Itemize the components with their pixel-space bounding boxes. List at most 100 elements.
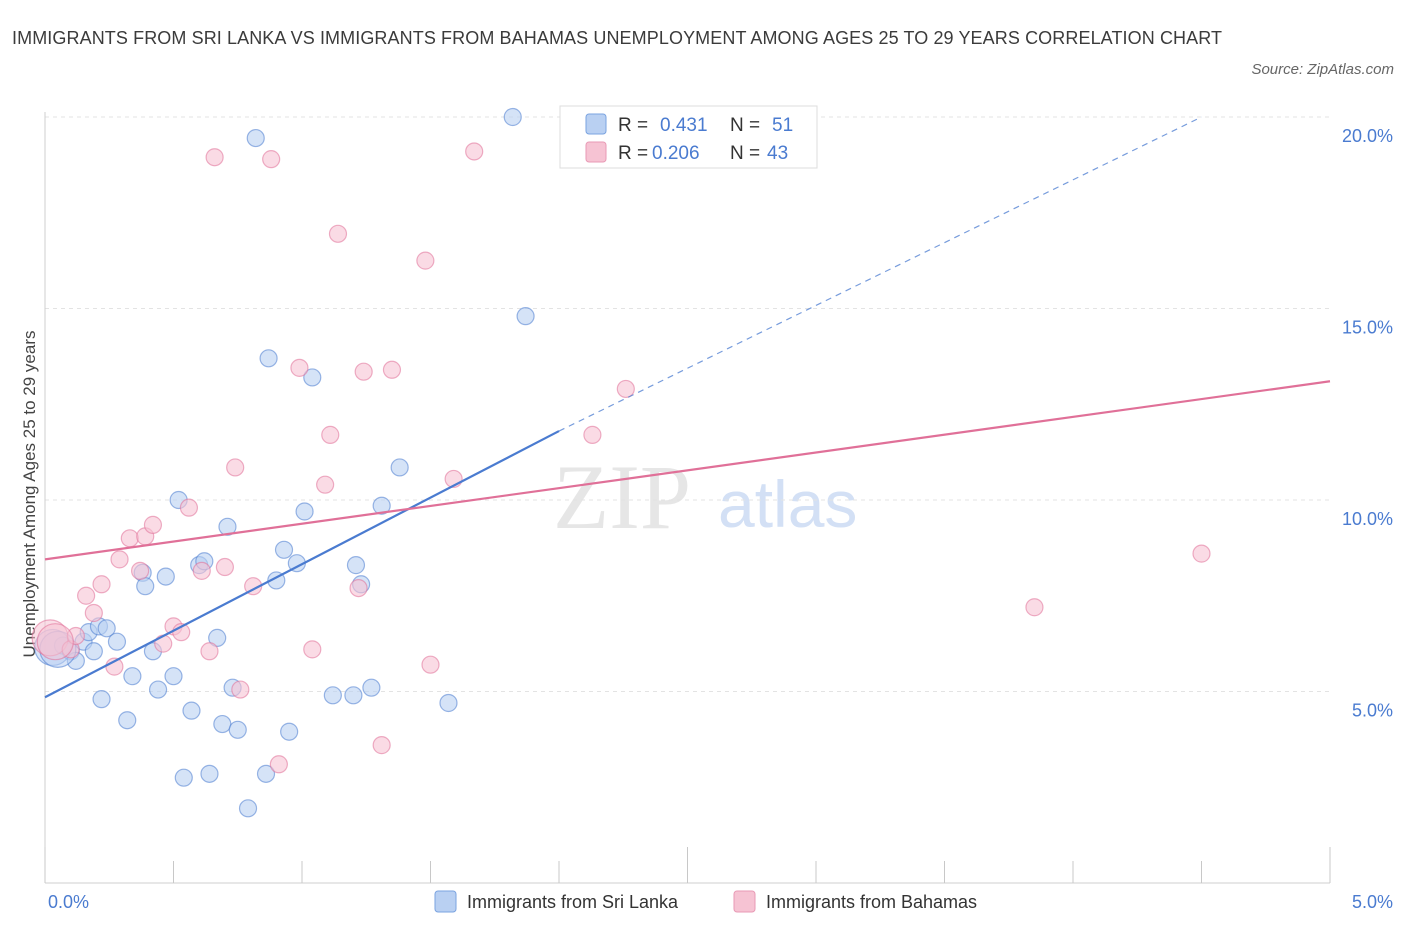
data-point-bahamas <box>354 362 373 381</box>
data-point-bahamas <box>200 642 219 661</box>
data-point-sri-lanka <box>118 711 137 730</box>
data-point-bahamas <box>215 557 234 577</box>
data-point-sri-lanka <box>256 764 276 783</box>
source-label: Source: ZipAtlas.com <box>1251 61 1394 78</box>
watermark-atlas: atlas <box>718 467 857 541</box>
data-point-sri-lanka <box>372 496 391 515</box>
data-point-bahamas <box>616 379 635 399</box>
bottom-legend-swatch-bahamas <box>733 890 756 913</box>
data-point-sri-lanka <box>218 517 237 536</box>
bottom-legend-swatch-sri-lanka <box>434 890 457 913</box>
data-point-bahamas <box>179 498 199 517</box>
axes <box>44 112 1331 884</box>
y-tick-label: 5.0% <box>1352 701 1393 721</box>
data-point-sri-lanka <box>295 502 314 521</box>
legend-r-label-1: R = <box>618 115 648 136</box>
data-point-sri-lanka <box>439 693 458 713</box>
series-legend: Immigrants from Sri Lanka Immigrants fro… <box>434 890 977 913</box>
trend-line-bahamas <box>44 380 1331 561</box>
data-point-bahamas <box>110 550 129 569</box>
data-point-bahamas <box>372 736 391 755</box>
data-point-bahamas <box>269 755 288 774</box>
stats-legend: R = 0.431 N = 51 R = 0.206 N = 43 <box>559 105 818 169</box>
data-point-sri-lanka <box>123 667 142 686</box>
y-tick-labels: 5.0% 10.0% 15.0% 20.0% <box>1342 126 1393 721</box>
data-point-sri-lanka <box>303 368 322 387</box>
legend-swatch-sri-lanka <box>585 113 607 135</box>
chart-title: IMMIGRANTS FROM SRI LANKA VS IMMIGRANTS … <box>12 28 1223 48</box>
data-point-bahamas <box>1192 544 1211 563</box>
data-point-sri-lanka <box>92 690 111 709</box>
data-point-sri-lanka <box>259 349 278 368</box>
data-point-sri-lanka <box>362 678 381 697</box>
data-point-sri-lanka <box>246 128 265 148</box>
data-point-sri-lanka <box>344 686 363 705</box>
data-point-sri-lanka <box>228 720 247 739</box>
data-point-bahamas <box>421 655 440 674</box>
data-point-sri-lanka <box>238 799 258 818</box>
data-point-bahamas <box>226 458 245 477</box>
watermark-zip: ZIP <box>553 446 691 548</box>
x-tick-label-max: 5.0% <box>1352 892 1393 912</box>
gridlines <box>45 116 1330 692</box>
data-point-sri-lanka <box>390 458 409 477</box>
legend-r-value-2: 0.206 <box>652 143 700 164</box>
legend-n-value-1: 51 <box>772 115 793 136</box>
data-point-bahamas <box>143 515 163 534</box>
x-tick-label-min: 0.0% <box>48 892 89 912</box>
data-point-bahamas <box>303 640 322 659</box>
bottom-legend-label-bahamas: Immigrants from Bahamas <box>766 892 977 912</box>
data-point-bahamas <box>321 425 340 444</box>
data-point-sri-lanka <box>182 701 201 720</box>
trend-line-sri-lanka-extension <box>558 116 1202 432</box>
legend-n-label-2: N = <box>730 143 760 164</box>
data-point-bahamas <box>1025 598 1044 617</box>
data-point-sri-lanka <box>174 768 193 787</box>
data-point-bahamas <box>382 360 402 379</box>
y-tick-label: 10.0% <box>1342 509 1393 529</box>
data-point-sri-lanka <box>84 642 103 661</box>
data-point-bahamas <box>84 603 103 623</box>
data-point-bahamas <box>231 680 250 699</box>
legend-n-value-2: 43 <box>767 143 788 164</box>
data-point-bahamas <box>316 475 335 494</box>
data-point-bahamas <box>465 142 484 161</box>
data-point-bahamas <box>416 251 435 270</box>
data-point-bahamas <box>349 578 368 598</box>
data-point-bahamas <box>120 529 139 548</box>
data-point-sri-lanka <box>346 556 366 575</box>
data-point-sri-lanka <box>274 540 294 559</box>
data-point-sri-lanka <box>97 619 116 638</box>
data-point-bahamas <box>36 623 74 661</box>
trend-line-sri-lanka <box>44 430 560 699</box>
data-point-bahamas <box>92 575 111 594</box>
legend-r-value-1: 0.431 <box>660 115 708 136</box>
data-point-sri-lanka <box>148 680 168 699</box>
data-points <box>31 107 1211 818</box>
legend-r-label-2: R = <box>618 143 648 164</box>
bottom-legend-label-sri-lanka: Immigrants from Sri Lanka <box>467 892 679 912</box>
data-point-bahamas <box>328 224 348 243</box>
data-point-sri-lanka <box>208 628 227 647</box>
y-tick-label: 20.0% <box>1342 126 1393 146</box>
data-point-sri-lanka <box>323 686 342 705</box>
data-point-bahamas <box>154 634 173 653</box>
legend-n-label-1: N = <box>730 115 760 136</box>
data-point-sri-lanka <box>200 764 219 783</box>
y-tick-label: 15.0% <box>1342 318 1393 338</box>
data-point-sri-lanka <box>156 567 175 586</box>
y-axis-label: Unemployment Among Ages 25 to 29 years <box>20 331 39 658</box>
data-point-sri-lanka <box>213 714 232 734</box>
data-point-sri-lanka <box>136 577 155 596</box>
data-point-sri-lanka <box>107 632 127 651</box>
trend-lines <box>44 116 1331 699</box>
data-point-bahamas <box>77 586 96 605</box>
data-point-bahamas <box>205 148 224 167</box>
legend-swatch-bahamas <box>585 141 607 163</box>
data-point-sri-lanka <box>516 307 535 326</box>
data-point-sri-lanka <box>280 722 299 741</box>
data-point-sri-lanka <box>164 667 183 686</box>
data-point-bahamas <box>262 150 281 169</box>
data-point-bahamas <box>583 425 602 444</box>
